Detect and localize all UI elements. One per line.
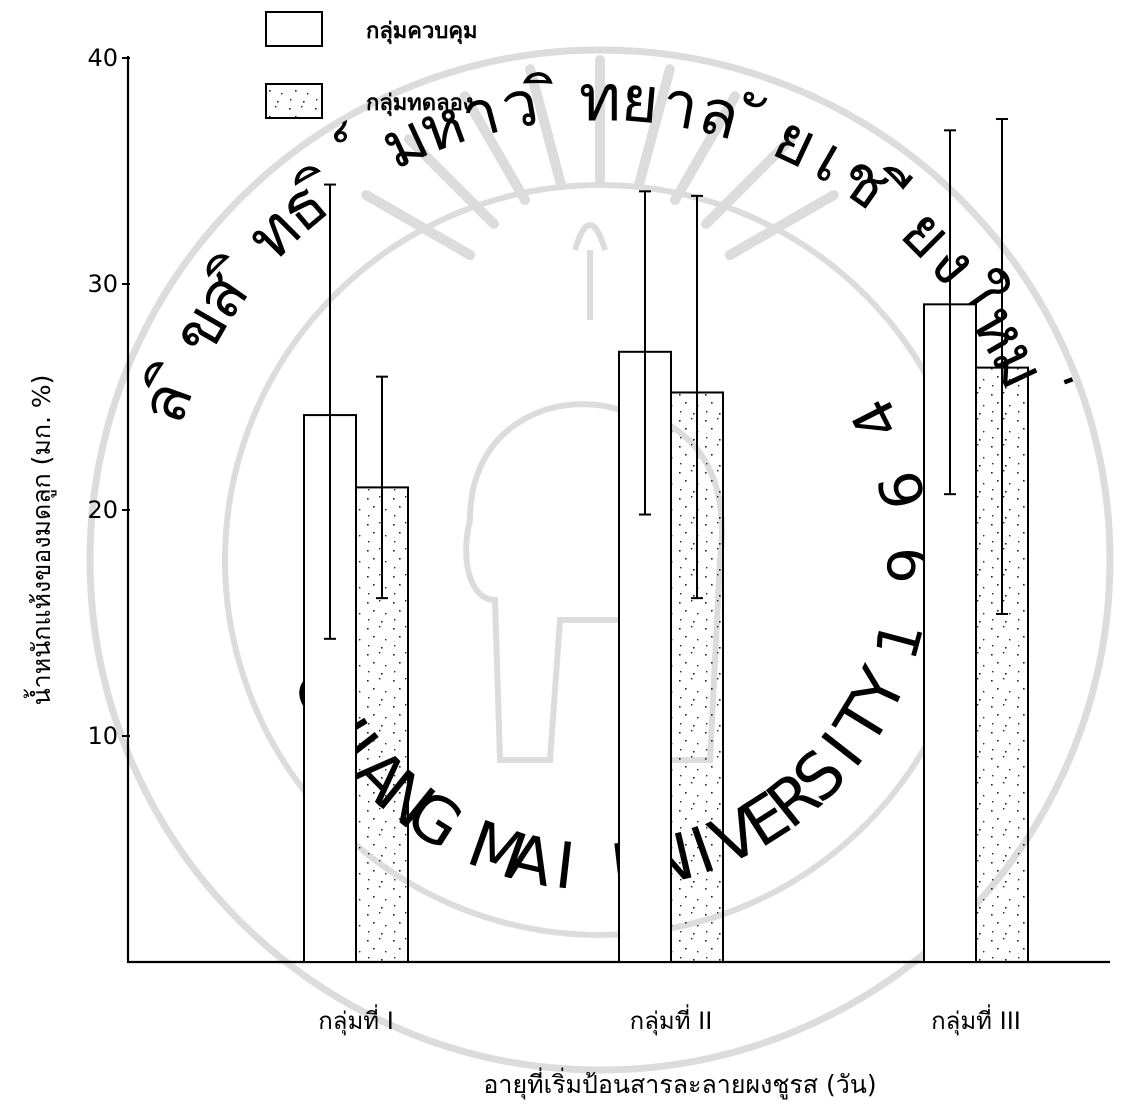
chart-bars: [303, 118, 1029, 964]
watermark-glyph: ย: [618, 62, 662, 139]
chart-legend: กลุ่มควบคุมกลุ่มทดลอง: [265, 11, 478, 119]
seal-ray: [633, 64, 675, 191]
watermark-glyph: 4: [838, 387, 915, 451]
seal-ray: [361, 190, 476, 260]
x-axis-title: อายุที่เริ่มป้อนสารละลายผงชูรส (วัน): [483, 1067, 876, 1100]
y-tick-label: 30: [87, 270, 118, 298]
chart-labels: 10 20 30 40 กลุ่มที่ I กลุ่มที่ II กลุ่มที่ II…: [23, 44, 1021, 1100]
x-category-label: กลุ่มที่ I: [318, 1004, 394, 1036]
y-tick-label: 20: [87, 496, 118, 524]
y-tick-label: 40: [87, 44, 118, 72]
legend-label: กลุ่มควบคุม: [366, 19, 478, 45]
x-category-label: กลุ่มที่ III: [931, 1004, 1021, 1036]
legend-swatch: [265, 83, 323, 119]
legend-label: กลุ่มทดลอง: [366, 91, 474, 117]
seal-ray: [701, 134, 796, 229]
y-axis-title: น้ำหนักแห้งของมดลูก (มก. %): [23, 375, 57, 706]
torch-icon: [572, 222, 608, 320]
bar: [670, 391, 724, 964]
watermark-glyph: ล: [125, 371, 208, 433]
seal-ray: [460, 91, 530, 206]
seal-ray: [525, 64, 567, 191]
x-category-label: กลุ่มที่ II: [630, 1004, 713, 1036]
seal-ray: [724, 190, 839, 260]
y-tick-label: 10: [87, 722, 118, 750]
watermark-glyph: ่: [1063, 377, 1074, 386]
legend-swatch: [265, 11, 323, 47]
watermark-glyph: ท: [579, 62, 621, 136]
seal-outer-ring: [86, 46, 1114, 1074]
seal-ray: [404, 134, 499, 229]
seal-ray: [670, 91, 740, 206]
